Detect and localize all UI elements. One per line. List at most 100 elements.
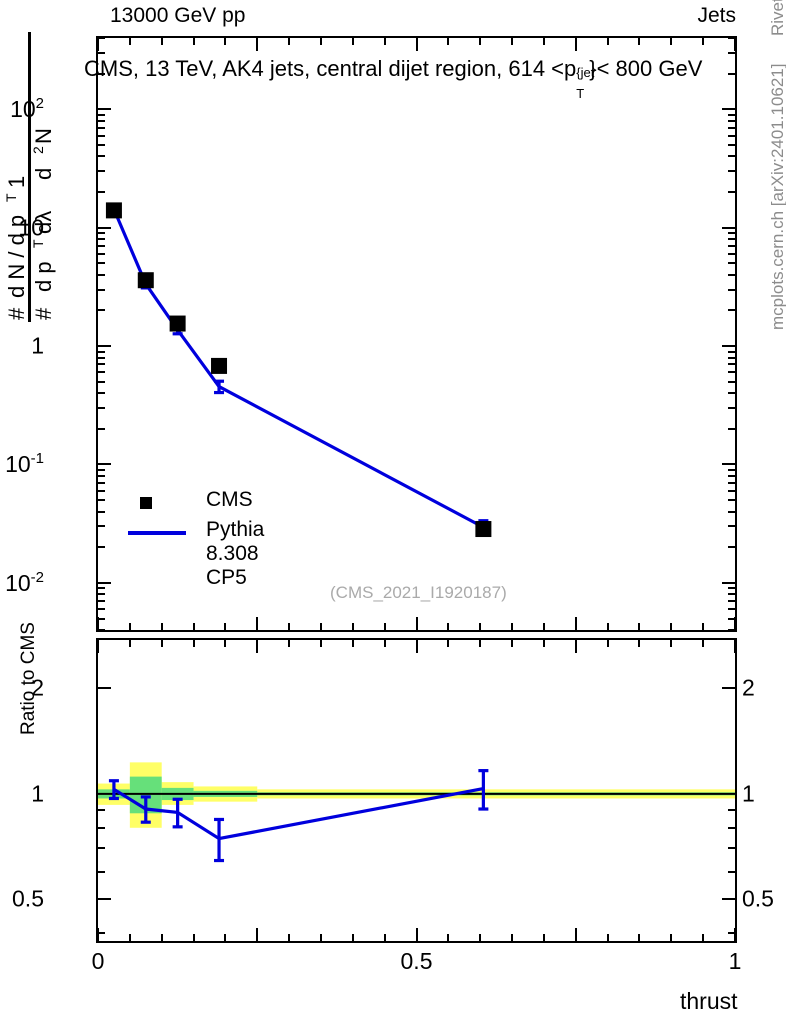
- main-axis-ticks: [97, 37, 736, 631]
- axis-tick: [224, 623, 227, 630]
- axis-tick: [479, 934, 482, 941]
- axis-tick: [728, 826, 735, 829]
- axis-tick: [734, 38, 736, 51]
- axis-tick: [98, 356, 105, 359]
- axis-tick: [415, 617, 418, 630]
- plot-title-suffix: }< 800 GeV: [589, 56, 703, 81]
- axis-tick: [670, 934, 673, 941]
- axis-tick: [98, 932, 105, 935]
- axis-tick: [98, 847, 105, 850]
- axis-tick: [98, 134, 105, 137]
- axis-tick: [98, 808, 105, 811]
- axis-tick: [728, 252, 735, 255]
- axis-tick: [256, 38, 259, 51]
- analysis-id-watermark: (CMS_2021_I1920187): [330, 583, 507, 602]
- axis-tick: [98, 108, 111, 111]
- axis-tick: [98, 898, 111, 901]
- axis-tick: [728, 489, 735, 492]
- axis-tick: [98, 489, 105, 492]
- axis-tick: [98, 126, 105, 129]
- axis-tick: [542, 38, 545, 45]
- legend-label-mc: Pythia 8.308 CP5: [206, 518, 265, 589]
- axis-tick: [160, 934, 163, 941]
- ratio-y-tick-label-right: 1: [742, 780, 755, 807]
- ratio-y-axis-title-text: Ratio to CMS: [18, 622, 39, 735]
- axis-tick: [728, 143, 735, 146]
- axis-tick: [728, 363, 735, 366]
- svg-text:#: #: [4, 307, 29, 320]
- axis-tick: [728, 808, 735, 811]
- axis-tick: [479, 640, 482, 647]
- plot-title-sup: {jet: [576, 65, 595, 80]
- svg-text:d p: d p: [31, 261, 56, 292]
- axis-tick: [638, 623, 641, 630]
- axis-tick: [722, 463, 735, 466]
- axis-tick: [728, 262, 735, 265]
- x-axis-title: thrust: [680, 988, 738, 1014]
- axis-tick: [351, 934, 354, 941]
- axis-tick: [415, 928, 418, 941]
- svg-text:d: d: [31, 168, 56, 180]
- axis-tick: [98, 380, 105, 383]
- axis-tick: [728, 51, 735, 54]
- axis-tick: [98, 238, 105, 241]
- axis-tick: [722, 898, 735, 901]
- main-y-tick-label: 1: [31, 332, 44, 359]
- axis-tick: [98, 273, 105, 276]
- legend-label-data: CMS: [206, 488, 253, 511]
- axis-tick: [224, 934, 227, 941]
- svg-text:2: 2: [30, 146, 46, 154]
- svg-text:1: 1: [4, 176, 29, 188]
- axis-tick: [192, 640, 195, 647]
- axis-tick: [728, 126, 735, 129]
- axis-tick: [98, 245, 105, 248]
- axis-tick: [728, 629, 735, 631]
- axis-tick: [98, 371, 105, 374]
- axis-tick: [128, 623, 131, 630]
- axis-tick: [98, 481, 105, 484]
- axis-tick: [160, 38, 163, 45]
- axis-tick: [638, 640, 641, 647]
- axis-tick: [728, 134, 735, 137]
- axis-tick: [728, 546, 735, 549]
- axis-tick: [98, 608, 105, 611]
- axis-tick: [542, 640, 545, 647]
- main-y-tick-label: 10: [18, 214, 44, 241]
- x-tick-label: 1: [728, 948, 742, 974]
- axis-tick: [728, 593, 735, 596]
- axis-tick: [670, 640, 673, 647]
- ratio-y-tick-label-right: 2: [742, 674, 755, 701]
- axis-tick: [98, 37, 105, 39]
- axis-tick: [98, 617, 105, 620]
- axis-tick: [98, 499, 105, 502]
- axis-tick: [256, 617, 259, 630]
- axis-tick: [734, 928, 736, 941]
- axis-tick: [702, 934, 705, 941]
- axis-tick: [734, 640, 736, 653]
- legend-square-marker-icon: [140, 497, 152, 509]
- axis-tick: [479, 38, 482, 45]
- axis-tick: [606, 623, 609, 630]
- axis-tick: [728, 510, 735, 513]
- axis-tick: [98, 119, 105, 122]
- axis-tick: [192, 38, 195, 45]
- axis-tick: [98, 600, 105, 603]
- axis-tick: [728, 238, 735, 241]
- axis-tick: [288, 934, 291, 941]
- axis-tick: [722, 108, 735, 111]
- axis-tick: [606, 934, 609, 941]
- svg-text:#: #: [31, 307, 56, 320]
- ratio-plot-panel: [96, 638, 737, 943]
- axis-tick: [479, 623, 482, 630]
- axis-tick: [415, 640, 418, 653]
- axis-tick: [128, 640, 131, 647]
- axis-tick: [728, 525, 735, 528]
- axis-tick: [728, 232, 735, 235]
- axis-tick: [98, 826, 105, 829]
- axis-tick: [98, 51, 105, 54]
- axis-tick: [542, 623, 545, 630]
- plot-title-sub: T: [576, 86, 585, 101]
- axis-tick: [319, 934, 322, 941]
- axis-tick: [728, 406, 735, 409]
- axis-tick: [447, 640, 450, 647]
